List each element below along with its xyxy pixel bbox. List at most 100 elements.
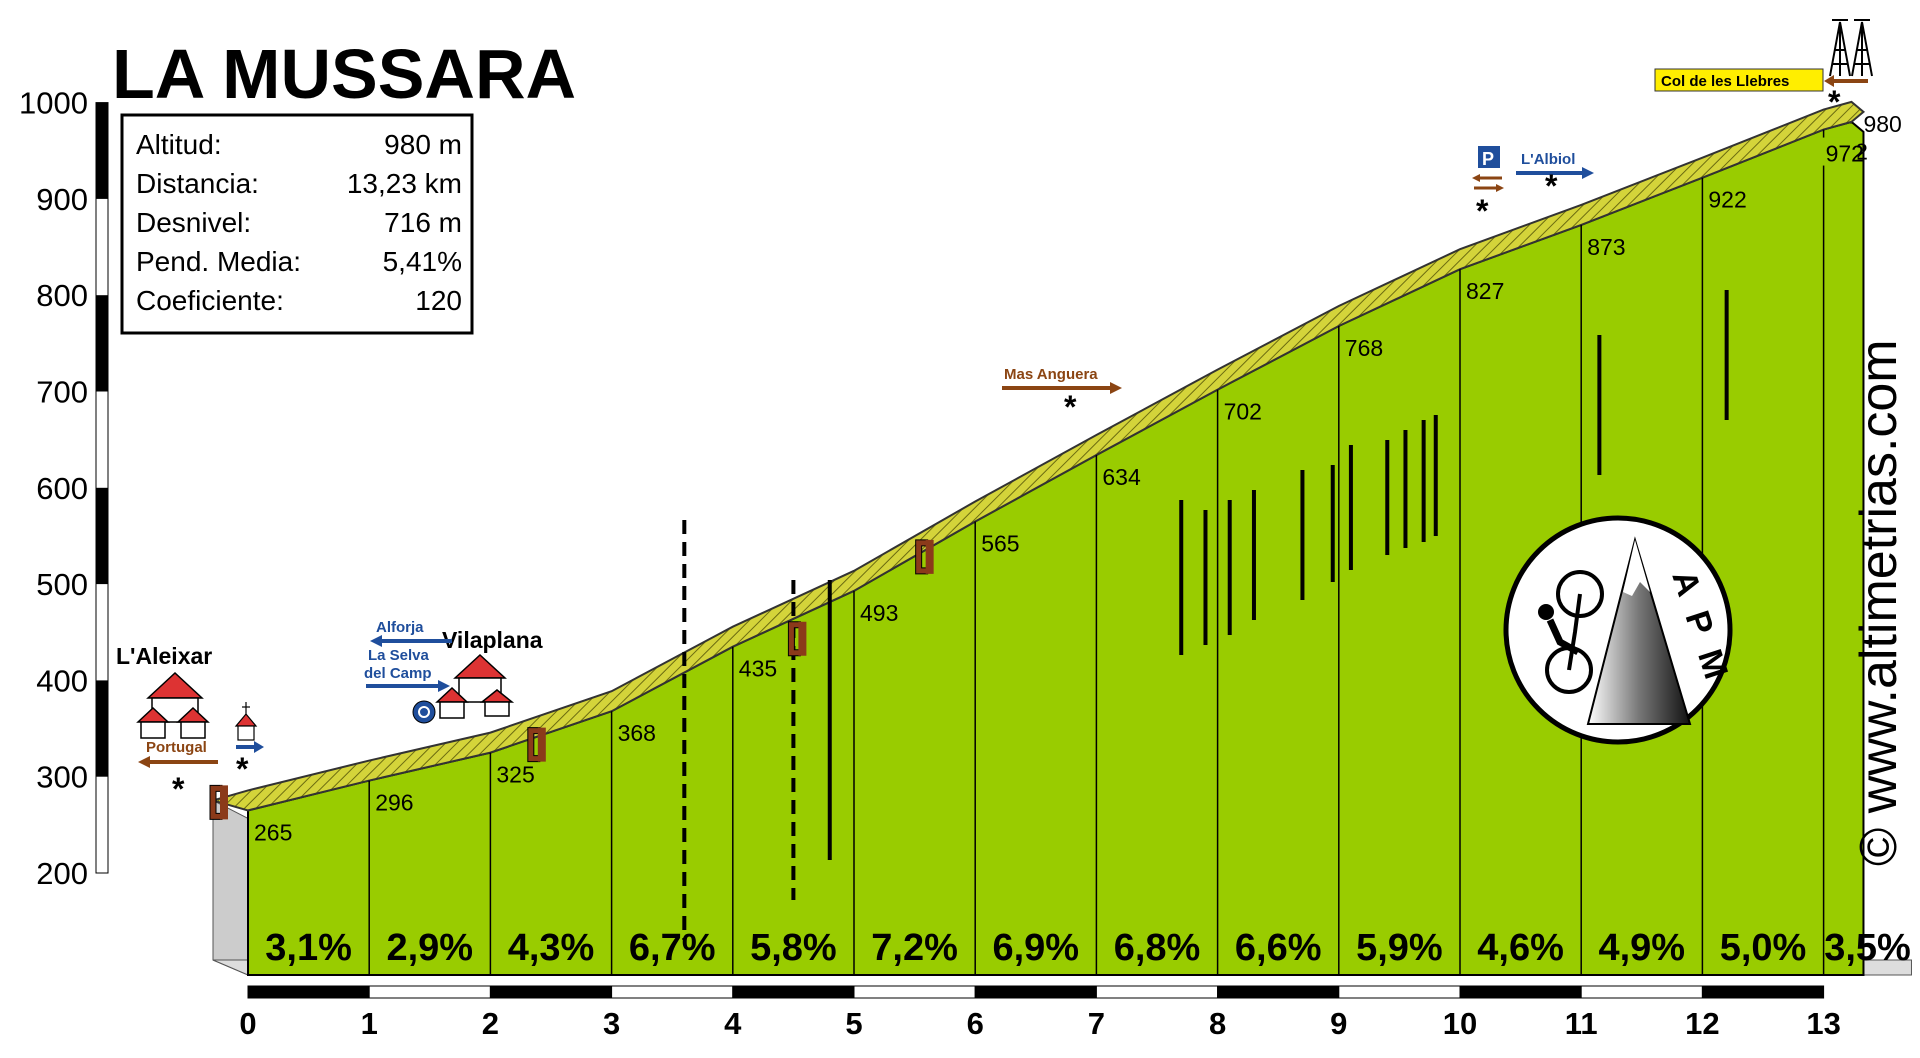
km-elevation-label: 768 [1345,335,1383,361]
apm-logo: APM [1503,515,1741,745]
svg-text:*: * [1476,193,1489,229]
y-tick-label: 300 [36,760,88,795]
town-icon [435,653,515,719]
km-elevation-label: 922 [1708,187,1746,213]
km-elevation-label: 296 [375,790,413,816]
profile-marks: 265 296 325 368 435 493 565 634 702 768 827 873 922 9… [209,111,1911,975]
stat-label: Coeficiente: [136,285,284,316]
svg-text:*: * [172,771,185,807]
sign-alforja: Alforja La Selva del Camp [364,619,452,692]
x-tick-label: 11 [1565,1006,1598,1041]
stat-value: 980 m [384,129,462,160]
x-scale-segment [974,985,1097,999]
x-tick-label: 10 [1443,1006,1477,1041]
roundabout-icon [412,700,436,724]
y-tick-label: 800 [36,278,88,313]
stat-value: 716 m [384,207,462,238]
x-tick-label: 12 [1685,1006,1719,1041]
stats-box: Altitud: 980 m Distancia: 13,23 km Desnivel:… [120,113,474,335]
km-elevation-label: 325 [496,762,534,788]
km-elevation-label: 702 [1224,399,1262,425]
church-icon [234,702,258,741]
page-title: LA MUSSARA [112,35,576,113]
y-tick-label: 200 [36,856,88,891]
x-tick-label: 6 [967,1006,984,1041]
last-km-box [1821,137,1858,166]
town-icon [136,671,210,739]
svg-text:*: * [1545,168,1558,204]
km-elevation-label: 265 [254,819,292,845]
sign-albiol: L'Albiol [1516,151,1594,179]
stat-label: Pend. Media: [136,246,301,277]
antenna-icon [1829,19,1873,77]
y-tick-label: 600 [36,471,88,506]
svg-text:Mas Anguera: Mas Anguera [1004,366,1098,383]
gradient-label: 6,7% [629,927,716,969]
x-tick-label: 9 [1330,1006,1347,1041]
svg-text:*: * [1828,84,1841,120]
km-elevation-label: 435 [739,656,777,682]
sign-portugal: Portugal [138,739,218,768]
svg-text:La Selva: La Selva [368,647,430,664]
profile-side [212,799,249,976]
x-tick-label: 0 [239,1006,256,1041]
gradient-label: 4,3% [508,927,595,969]
km-elevation-label: 368 [618,720,656,746]
y-tick-label: 1000 [19,86,88,121]
x-scale-segment [1459,985,1582,999]
bridge-marker [925,539,934,574]
svg-text:Alforja: Alforja [376,619,424,636]
x-scale-segment [1701,985,1825,999]
svg-text:L'Albiol: L'Albiol [1521,151,1575,168]
km-elevation-label: 873 [1587,234,1625,260]
x-tick-label: 4 [724,1006,742,1041]
sign-col-llebres: Col de les Llebres [1654,68,1868,92]
km-elevation-label: 493 [860,600,898,626]
summit-elevation-label: 980 [1863,111,1901,137]
bridge-marker [220,785,228,820]
svg-text:Col de les Llebres: Col de les Llebres [1661,73,1789,90]
x-scale-segment [1217,985,1340,999]
gradient-label: 4,9% [1598,927,1685,969]
x-scale-segment [732,985,855,999]
sign-mas-anguera: Mas Anguera [1002,366,1122,394]
x-tick-label: 2 [482,1006,499,1041]
y-tick-label: 400 [36,663,88,698]
km-elevation-label: 565 [981,531,1019,557]
stat-label: Desnivel: [136,207,251,238]
gradient-label: 2,9% [386,927,473,969]
parking-sign: P [1472,146,1504,192]
x-tick-label: 5 [845,1006,862,1041]
km-elevation-label: 972 [1826,141,1864,167]
watermark: © www.altimetrias.com [1850,339,1908,866]
point-of-interest-markers: * * * * * * [172,84,1841,807]
gradient-label: 6,6% [1235,927,1322,969]
place-label-vilaplana: Vilaplana [442,627,543,653]
svg-text:P: P [1482,149,1494,169]
stat-label: Altitud: [136,129,222,160]
stat-label: Distancia: [136,168,259,199]
gradient-label: 5,9% [1356,927,1443,969]
svg-text:*: * [1064,389,1077,425]
x-axis: 0 1 2 3 4 5 6 7 8 9 10 11 12 13 [239,985,1841,1041]
gradient-label: 3,1% [265,927,352,969]
y-tick-label: 700 [36,375,88,410]
x-scale-segment [611,985,734,999]
road-band [209,100,1866,812]
x-scale-segment [368,985,491,999]
gradient-label: 5,0% [1720,927,1807,969]
svg-text:del Camp: del Camp [364,665,432,682]
gradient-label: 6,9% [992,927,1079,969]
sign-blue-arrow [236,741,264,753]
gradient-label: 5,8% [750,927,837,969]
km-elevation-label: 827 [1466,278,1504,304]
x-scale-segment [489,985,613,999]
place-label-aleixar: L'Aleixar [116,643,212,669]
gradient-label: 7,2% [871,927,958,969]
x-tick-label: 3 [603,1006,620,1041]
y-axis: 200 300 400 500 600 700 800 900 1000 [19,86,109,891]
km-elevation-label: 634 [1102,464,1141,490]
x-scale-segment [1338,985,1461,999]
x-tick-label: 1 [361,1006,378,1041]
